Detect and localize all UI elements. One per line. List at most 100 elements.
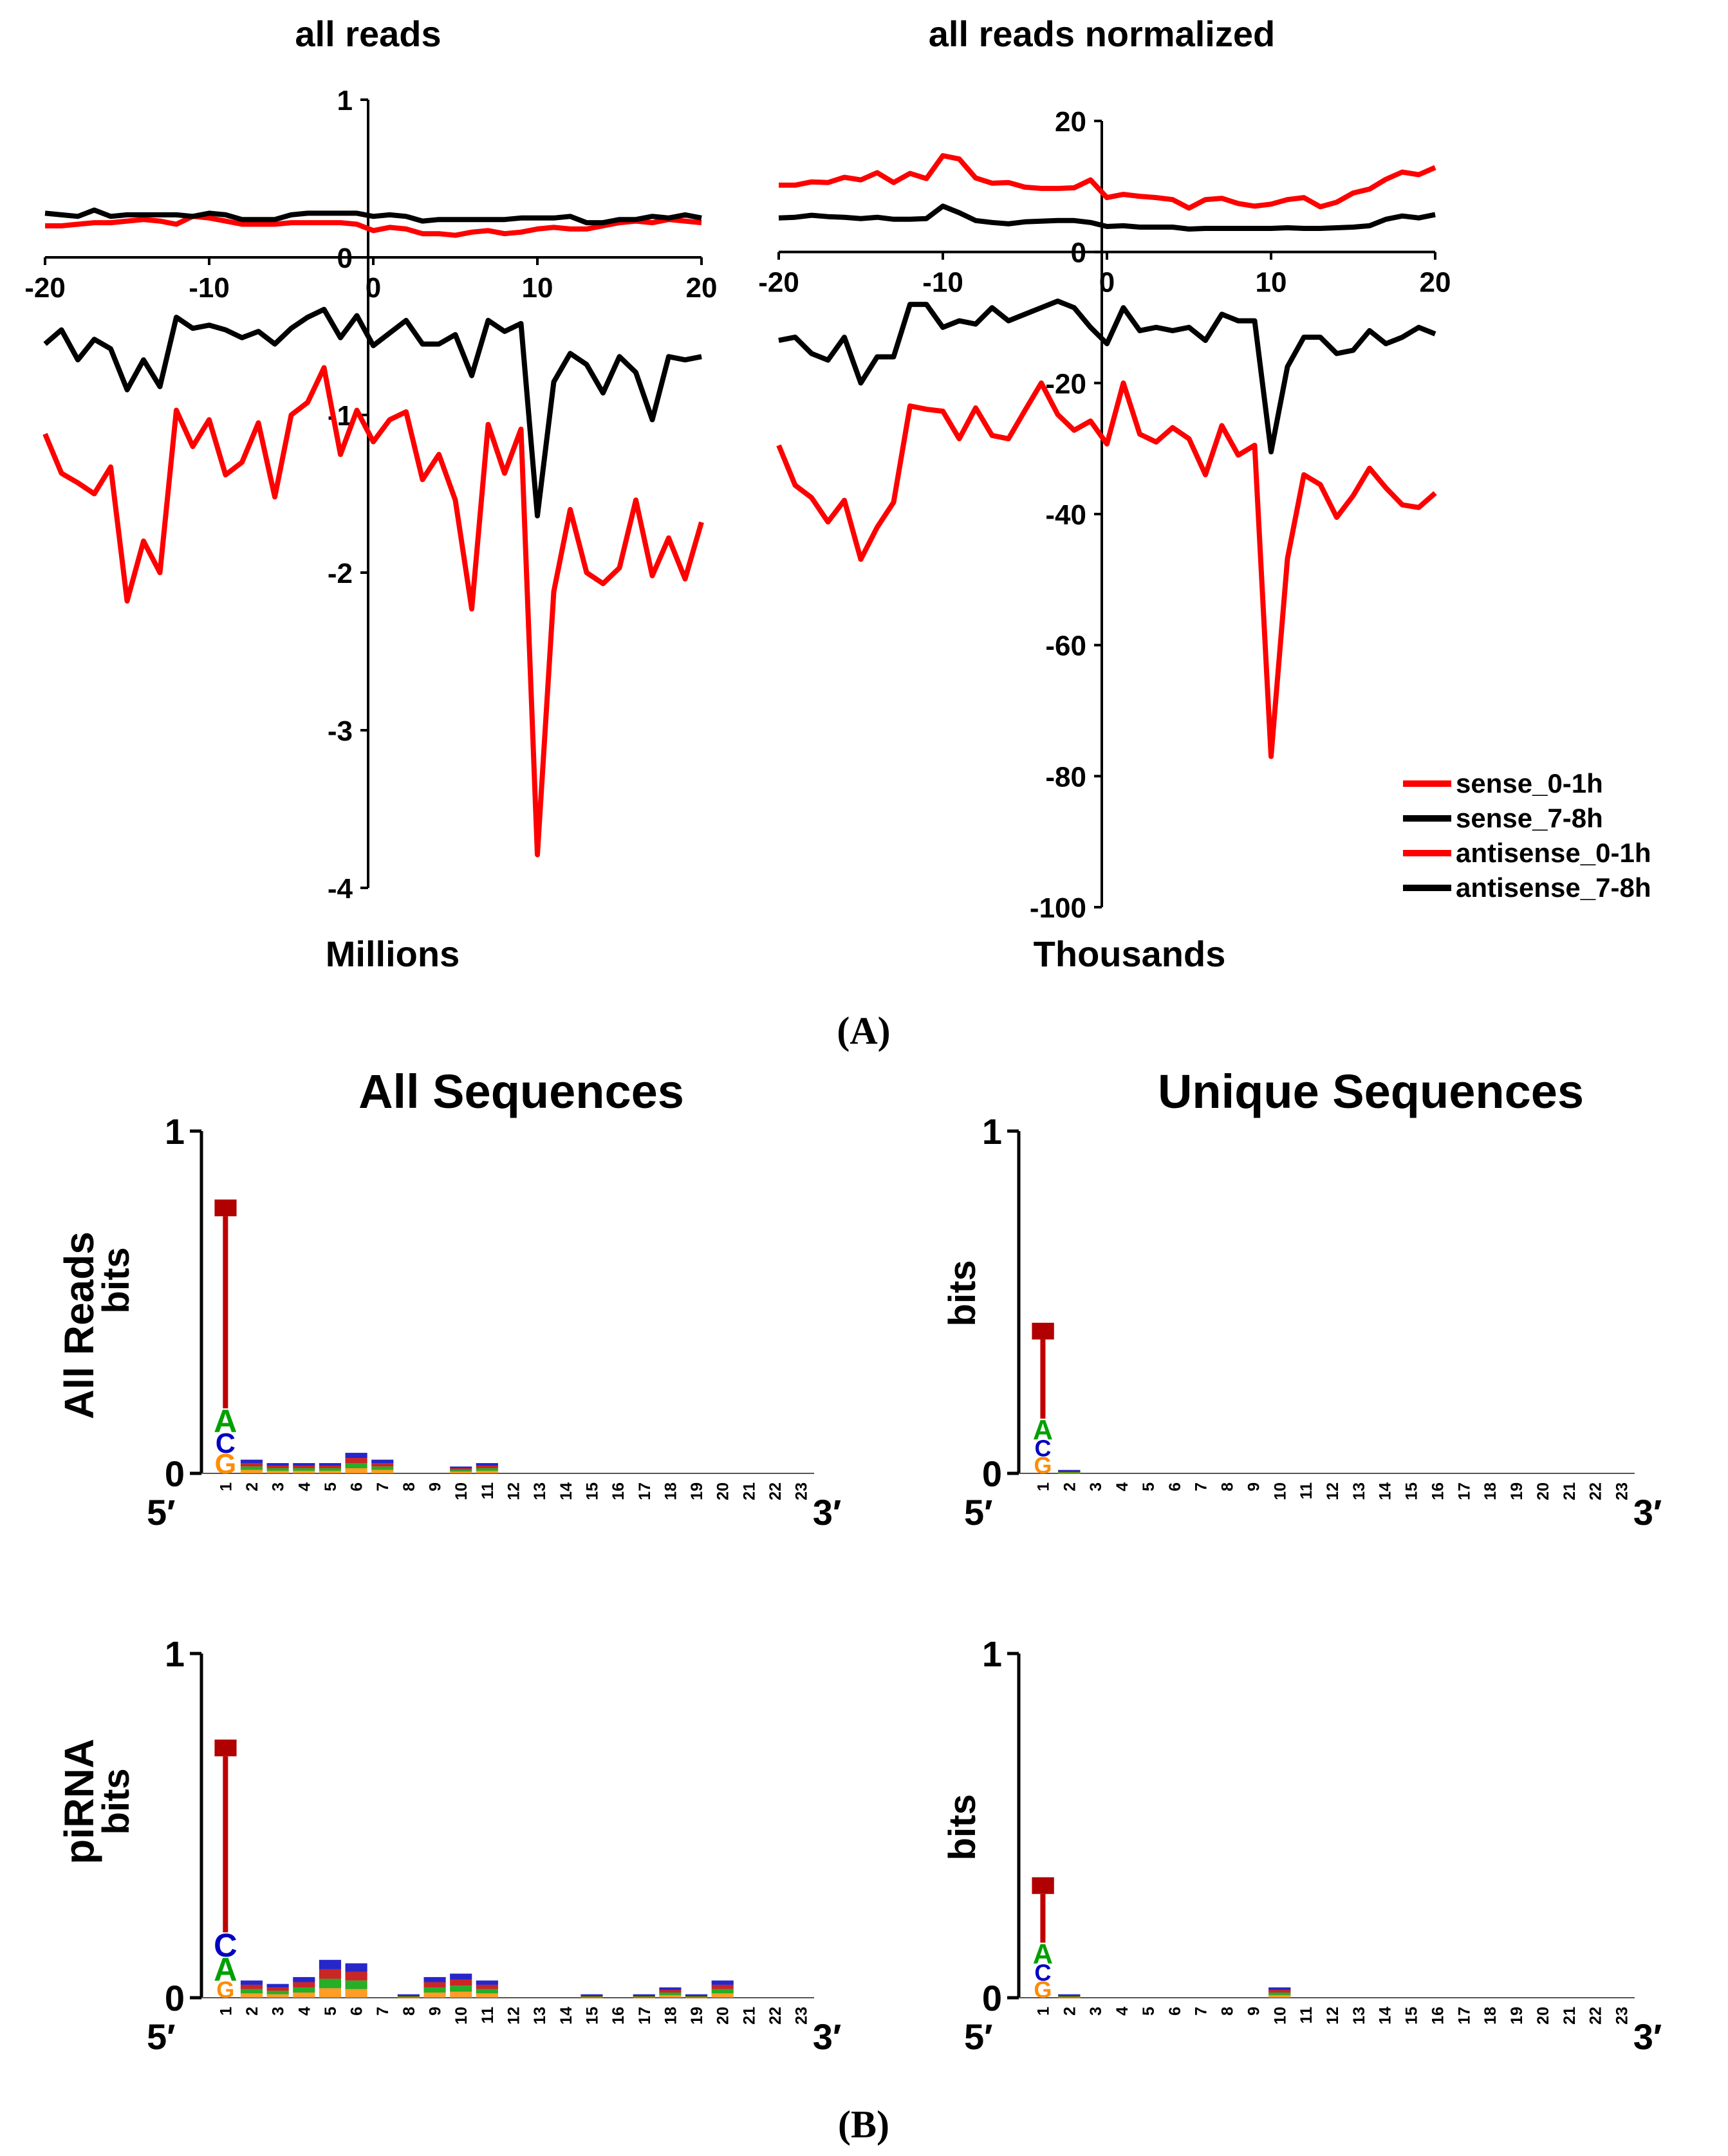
logo-minor-a xyxy=(319,1978,342,1989)
position-label: 18 xyxy=(1482,2007,1500,2025)
logo-minor-u xyxy=(319,1969,342,1979)
y-tick-label: 0 xyxy=(1071,237,1086,269)
logo-minor-u xyxy=(476,1984,498,1989)
logo-letter-a: A xyxy=(214,1403,237,1439)
position-label: 10 xyxy=(1271,1482,1289,1500)
y-tick-label: 1 xyxy=(337,85,353,116)
logo-minor-u xyxy=(581,1995,603,1996)
logo-letter-g: G xyxy=(1034,1976,1052,2003)
logo-minor-c xyxy=(319,1463,342,1466)
chart-all-reads-normalized: all reads normalized-20 -10 0 10 20200-20-40… xyxy=(758,14,1451,974)
logo-minor-g xyxy=(659,1995,682,1998)
logo-minor-a xyxy=(450,1986,472,1992)
logo-minor-g xyxy=(293,1992,315,1998)
position-label: 22 xyxy=(766,1482,785,1500)
position-label: 17 xyxy=(636,2007,654,2025)
position-label: 2 xyxy=(243,2007,261,2016)
position-label: 17 xyxy=(1455,1482,1473,1500)
y-tick-label: 1 xyxy=(165,1634,185,1674)
logo-minor-a xyxy=(685,1996,708,1998)
logo-minor-u xyxy=(240,1984,263,1989)
position-label: 17 xyxy=(1455,2007,1473,2025)
y-tick-label: -3 xyxy=(328,715,353,747)
logo-minor-u xyxy=(345,1971,367,1981)
logo-minor-u xyxy=(371,1463,394,1467)
logo-letter-u-top xyxy=(214,1199,237,1217)
position-label: 3 xyxy=(1087,2007,1105,2016)
logo-minor-a xyxy=(240,1989,263,1994)
position-label: 19 xyxy=(1508,2007,1526,2025)
y-axis-label: bits xyxy=(942,1260,983,1326)
panel-b-label: (B) xyxy=(838,2103,889,2146)
logo-minor-a xyxy=(711,1989,734,1994)
logo-minor-a xyxy=(633,1996,655,1998)
series-line-antisense-0-1h xyxy=(42,365,704,858)
logo-minor-u xyxy=(266,1987,289,1991)
logo-letter-u-top xyxy=(1032,1877,1054,1894)
position-label: 18 xyxy=(662,1482,680,1500)
y-axis-label: bits xyxy=(95,1247,137,1313)
position-label: 23 xyxy=(1613,2007,1631,2025)
legend-label-sense-7-8h: sense_7-8h xyxy=(1456,803,1603,833)
logo-minor-g xyxy=(711,1993,734,1998)
logo-minor-a xyxy=(345,1463,367,1469)
logo-letter-c: C xyxy=(216,1428,236,1459)
logo-minor-g xyxy=(1058,1472,1081,1474)
logo-minor-c xyxy=(1268,1987,1291,1990)
logo-minor-u xyxy=(266,1466,289,1469)
logo-minor-a xyxy=(319,1468,342,1471)
position-label: 19 xyxy=(688,2007,706,2025)
series-line-sense-7-8h xyxy=(778,203,1436,232)
logo-minor-a xyxy=(1268,1992,1291,1995)
logo-minor-u xyxy=(293,1466,315,1469)
logo-letter-u-top xyxy=(214,1739,237,1756)
logo-minor-g xyxy=(1268,1995,1291,1998)
position-label: 10 xyxy=(452,2007,470,2025)
logo-minor-g xyxy=(685,1996,708,1998)
logo-minor-g xyxy=(450,1991,472,1998)
logo-minor-u xyxy=(319,1466,342,1469)
logo-minor-g xyxy=(397,1996,420,1998)
logo-minor-a xyxy=(345,1980,367,1989)
logo-minor-u xyxy=(423,1982,446,1987)
y-tick-label: -4 xyxy=(328,873,353,905)
logo-minor-c xyxy=(293,1463,315,1466)
position-label: 10 xyxy=(1271,2007,1289,2025)
panel-a-label: (A) xyxy=(837,1009,890,1052)
logo-minor-c xyxy=(711,1980,734,1985)
logo-minor-g xyxy=(450,1471,472,1473)
series-line-sense-0-1h xyxy=(779,153,1436,211)
position-label: 2 xyxy=(1061,1482,1079,1491)
position-label: 3 xyxy=(1087,1482,1105,1491)
logo-minor-g xyxy=(319,1471,342,1473)
x-tick-label: -20 xyxy=(24,272,66,304)
position-label: 8 xyxy=(1219,2007,1237,2016)
three-prime-label: 3′ xyxy=(813,1492,842,1533)
y-axis-label: bits xyxy=(942,1794,983,1860)
logo-minor-c xyxy=(397,1994,420,1996)
x-tick-label: -20 xyxy=(758,267,799,299)
logo-minor-g xyxy=(581,1996,603,1998)
five-prime-label: 5′ xyxy=(147,2016,176,2057)
logo-letter-u-stem xyxy=(1040,1893,1046,1943)
position-label: 12 xyxy=(1324,2007,1342,2025)
position-label: 20 xyxy=(1534,1482,1552,1500)
position-label: 17 xyxy=(636,1482,654,1500)
logo-minor-c xyxy=(450,1466,472,1469)
logo-minor-a xyxy=(423,1987,446,1993)
position-label: 23 xyxy=(1613,1482,1631,1500)
logo-minor-a xyxy=(1058,1471,1081,1473)
logo-letter-c: C xyxy=(214,1927,237,1964)
legend-label-antisense-0-1h: antisense_0-1h xyxy=(1456,838,1651,868)
logo-minor-c xyxy=(450,1973,472,1980)
position-label: 3 xyxy=(270,1482,288,1491)
y-tick-label: -60 xyxy=(1045,631,1086,662)
logo-minor-c xyxy=(319,1960,342,1969)
logo-minor-c xyxy=(293,1976,315,1982)
position-label: 23 xyxy=(793,2007,811,2025)
logo-minor-a xyxy=(476,1989,498,1994)
